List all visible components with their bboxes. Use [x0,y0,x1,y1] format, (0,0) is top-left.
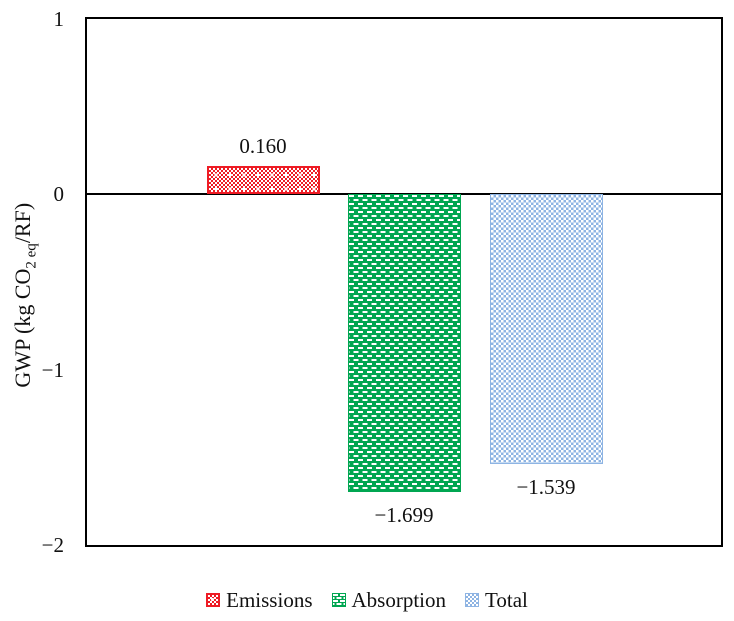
y-axis-title-subscript: 2 eq [23,242,40,269]
legend-label-emissions: Emissions [226,587,313,612]
value-label-total: −1.539 [516,475,576,500]
y-tick-label-0: 0 [53,182,65,207]
legend: Emissions Absorption Total [0,586,734,614]
legend-item-absorption: Absorption [331,587,447,613]
legend-swatch-emissions-icon [206,593,221,607]
bar-absorption [347,194,461,493]
y-tick-label-1: 1 [53,7,65,31]
bar-emissions [206,166,320,195]
legend-item-emissions: Emissions [206,587,313,613]
value-label-emissions: 0.160 [239,134,287,159]
bar-total [489,194,603,465]
y-axis-title-suffix: /RF) [9,202,35,243]
plot-area: 0.160 −1.699 −1.539 [85,17,723,547]
legend-label-absorption: Absorption [351,587,447,612]
legend-item-total: Total [465,588,528,613]
legend-swatch-absorption-icon [331,593,346,607]
y-axis-title: GWP (kg CO2 eq/RF) [10,30,40,560]
y-tick-label-neg2: −2 [41,533,64,557]
y-tick-label-neg1: −1 [41,357,64,382]
value-label-absorption: −1.699 [374,503,434,528]
legend-label-total: Total [485,587,528,612]
legend-swatch-total-icon [465,593,479,607]
